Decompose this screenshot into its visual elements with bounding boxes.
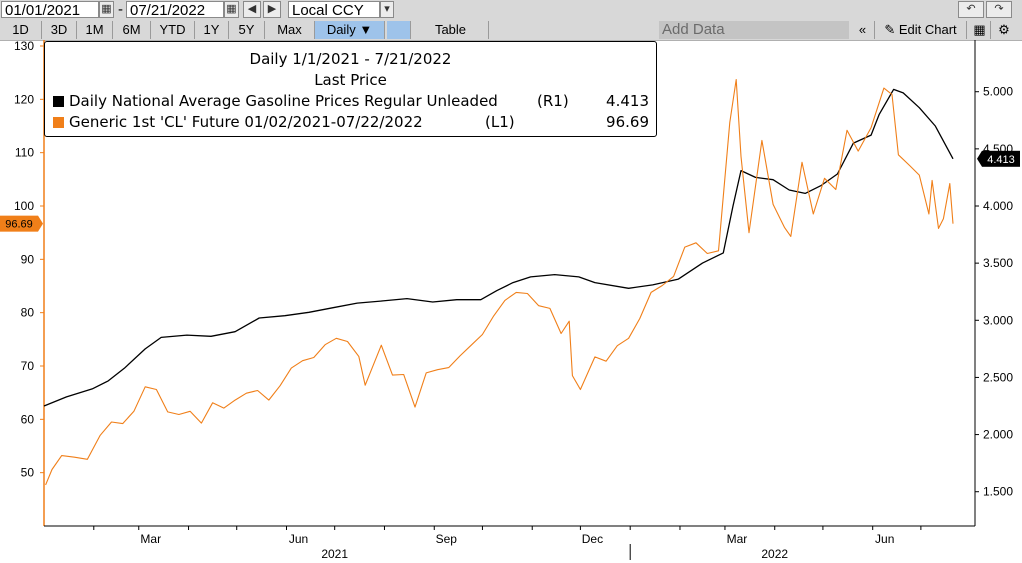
calendar-icon[interactable]: ▦ — [99, 1, 114, 18]
legend-axis: (R1) — [537, 92, 569, 110]
frequency-extra-button[interactable] — [387, 21, 411, 39]
series-line-crude — [45, 79, 954, 486]
left-value-tag — [0, 215, 38, 232]
x-month-label: Mar — [727, 532, 748, 546]
legend-label: Generic 1st 'CL' Future 01/02/2021-07/22… — [69, 113, 423, 131]
period-6m[interactable]: 6M — [113, 21, 151, 39]
x-month-label: Jun — [875, 532, 894, 546]
left-tick-label: 130 — [14, 40, 34, 53]
toolbar-periods: 1D 3D 1M 6M YTD 1Y 5Y Max Daily ▼ Table … — [0, 20, 1022, 41]
start-date-input[interactable]: 01/01/2021 — [1, 1, 99, 18]
calendar-icon[interactable]: ▦ — [224, 1, 239, 18]
right-tick-label: 3.500 — [983, 256, 1013, 270]
undo-icon[interactable]: ↶ — [958, 1, 984, 18]
chart-type-icon[interactable]: ▦ — [969, 21, 991, 39]
end-date-input[interactable]: 07/21/2022 — [126, 1, 224, 18]
legend-swatch — [53, 96, 64, 107]
collapse-icon[interactable]: « — [851, 21, 875, 39]
series-layer — [43, 79, 954, 486]
right-value-tag — [982, 150, 1020, 167]
legend-axis: (L1) — [485, 113, 515, 131]
period-1d[interactable]: 1D — [0, 21, 42, 39]
chart-legend: Daily 1/1/2021 - 7/21/2022 Last Price Da… — [44, 41, 657, 137]
period-3d[interactable]: 3D — [42, 21, 77, 39]
right-tick-label: 3.000 — [983, 313, 1013, 327]
left-value-tag-label: 96.69 — [5, 219, 33, 231]
legend-value: 96.69 — [606, 113, 649, 131]
x-month-label: Mar — [140, 532, 161, 546]
x-month-label: Sep — [436, 532, 458, 546]
redo-icon[interactable]: ↷ — [986, 1, 1012, 18]
x-month-label: Jun — [289, 532, 308, 546]
left-axis: 130 120 110 100 90 80 70 60 50 — [14, 40, 45, 526]
right-tick-label: 4.000 — [983, 199, 1013, 213]
right-value-tag-arrow — [977, 150, 982, 167]
date-separator: - — [118, 1, 123, 18]
right-tick-label: 2.000 — [983, 428, 1013, 442]
arrow-left-icon[interactable]: ◀ — [243, 1, 261, 18]
series-line-gasoline — [43, 88, 954, 407]
x-month-label: Dec — [582, 532, 603, 546]
left-tick-label: 60 — [21, 412, 35, 426]
left-tick-label: 70 — [21, 359, 35, 373]
left-value-tag-arrow — [38, 215, 43, 232]
legend-item-crude: Generic 1st 'CL' Future 01/02/2021-07/22… — [53, 113, 649, 131]
arrow-right-icon[interactable]: ▶ — [263, 1, 281, 18]
legend-label: Daily National Average Gasoline Prices R… — [69, 92, 498, 110]
left-tick-label: 80 — [21, 306, 35, 320]
chart-subtitle: Last Price — [314, 71, 387, 89]
x-axis: Mar Jun Sep Dec Mar Jun 2021 2022 — [44, 525, 975, 561]
period-ytd[interactable]: YTD — [151, 21, 195, 39]
period-1y[interactable]: 1Y — [195, 21, 229, 39]
right-tick-label: 1.500 — [983, 485, 1013, 499]
left-tick-label: 120 — [14, 92, 34, 106]
left-tick-label: 100 — [14, 199, 34, 213]
x-year-label: 2021 — [321, 547, 348, 561]
left-tick-label: 90 — [21, 252, 35, 266]
legend-swatch — [53, 117, 64, 128]
dropdown-icon[interactable]: ▾ — [380, 1, 394, 18]
legend-item-gasoline: Daily National Average Gasoline Prices R… — [53, 92, 649, 110]
period-5y[interactable]: 5Y — [229, 21, 265, 39]
x-year-label: 2022 — [761, 547, 788, 561]
period-max[interactable]: Max — [265, 21, 315, 39]
edit-chart-button[interactable]: ✎ Edit Chart — [875, 21, 967, 39]
add-data-input[interactable]: Add Data — [659, 21, 849, 39]
currency-select[interactable]: Local CCY — [288, 1, 380, 18]
right-tick-label: 5.000 — [983, 85, 1013, 99]
left-tick-label: 50 — [21, 466, 35, 480]
right-value-tag-label: 4.413 — [987, 154, 1015, 166]
edit-chart-label: Edit Chart — [898, 22, 957, 37]
chart-title: Daily 1/1/2021 - 7/21/2022 — [249, 50, 452, 68]
toolbar-top: 01/01/2021 ▦ - 07/21/2022 ▦ ◀ ▶ Local CC… — [0, 0, 1022, 20]
table-button[interactable]: Table — [413, 21, 489, 39]
right-tick-label: 2.500 — [983, 370, 1013, 384]
left-tick-label: 110 — [15, 146, 34, 160]
legend-value: 4.413 — [606, 92, 649, 110]
frequency-select[interactable]: Daily ▼ — [315, 21, 385, 39]
pencil-icon: ✎ — [884, 22, 896, 37]
period-1m[interactable]: 1M — [77, 21, 113, 39]
settings-icon[interactable]: ⚙ — [998, 22, 1010, 37]
value-tags: 96.69 4.413 — [0, 150, 1020, 232]
